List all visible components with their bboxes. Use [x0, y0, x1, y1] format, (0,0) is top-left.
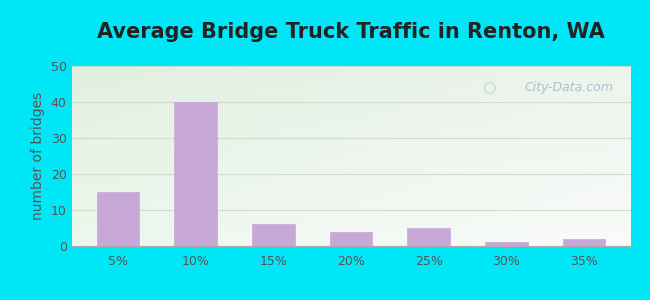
Bar: [485, 242, 528, 246]
Bar: [252, 224, 294, 246]
Text: Average Bridge Truck Traffic in Renton, WA: Average Bridge Truck Traffic in Renton, …: [97, 22, 605, 41]
Y-axis label: number of bridges: number of bridges: [31, 92, 45, 220]
Text: ○: ○: [482, 80, 495, 95]
Text: City-Data.com: City-Data.com: [525, 81, 614, 94]
Bar: [408, 228, 450, 246]
Bar: [330, 232, 372, 246]
Bar: [562, 239, 605, 246]
Bar: [97, 192, 140, 246]
Bar: [174, 102, 217, 246]
